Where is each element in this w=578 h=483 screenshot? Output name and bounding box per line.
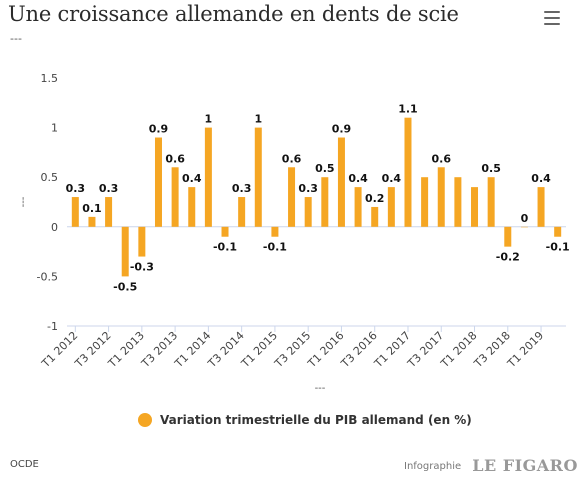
y-tick-label: 1: [51, 122, 58, 135]
bar[interactable]: [121, 226, 129, 277]
data-label: 0.2: [365, 192, 385, 205]
hamburger-menu-icon[interactable]: [544, 11, 560, 25]
data-label: 0.6: [165, 152, 185, 165]
bar[interactable]: [454, 177, 462, 227]
bar[interactable]: [537, 187, 545, 227]
bar[interactable]: [154, 137, 162, 227]
bars: [71, 117, 562, 277]
y-tick-label: 0.5: [41, 171, 59, 184]
y-axis-title: ---: [18, 196, 29, 207]
data-label: 0.6: [432, 152, 452, 165]
x-tick-label: T1 2014: [172, 329, 214, 371]
data-label: -0.1: [213, 241, 237, 254]
x-tick-label: T3 2012: [72, 329, 114, 371]
data-label: 0: [521, 212, 529, 225]
x-tick-label: T3 2014: [205, 329, 247, 371]
credit: Infographie LE FIGARO: [404, 456, 578, 475]
data-label: -0.3: [130, 261, 154, 274]
data-label: 0.4: [182, 172, 202, 185]
x-tick-label: T3 2015: [271, 329, 313, 371]
x-tick-label: T1 2013: [105, 329, 147, 371]
bar[interactable]: [437, 167, 445, 227]
y-tick-label: -1: [47, 320, 58, 333]
legend-item[interactable]: Variation trimestrielle du PIB allemand …: [138, 413, 472, 427]
bar[interactable]: [88, 216, 96, 227]
bar[interactable]: [171, 167, 179, 227]
bar[interactable]: [487, 177, 495, 227]
data-label: 0.9: [332, 123, 352, 136]
data-label: -0.1: [546, 241, 570, 254]
data-label: -0.2: [496, 251, 520, 264]
y-tick-label: 0: [51, 221, 58, 234]
x-tick-label: T1 2015: [238, 329, 280, 371]
bar[interactable]: [421, 177, 429, 227]
x-axis-title: ---: [315, 383, 326, 394]
data-label: 1.1: [398, 103, 418, 116]
data-label: 0.3: [99, 182, 119, 195]
chart-title: Une croissance allemande en dents de sci…: [8, 2, 459, 26]
bar[interactable]: [337, 137, 345, 227]
data-label: 0.6: [282, 152, 302, 165]
x-tick-label: T3 2013: [138, 329, 180, 371]
data-label: -0.5: [113, 280, 137, 293]
data-label: 0.4: [531, 172, 551, 185]
data-label: 0.4: [382, 172, 402, 185]
bar[interactable]: [371, 206, 379, 227]
data-label: -0.1: [263, 241, 287, 254]
data-label: 0.9: [149, 123, 169, 136]
bar[interactable]: [387, 187, 395, 227]
bar[interactable]: [321, 177, 329, 227]
x-tick-label: T1 2017: [371, 329, 413, 371]
data-label: 0.3: [298, 182, 318, 195]
data-label: 0.1: [82, 202, 102, 215]
y-axis: -1 -0.5 0 0.5 1 1.5 ---: [18, 72, 58, 333]
x-tick-label: T1 2018: [438, 329, 480, 371]
x-tick-label: T1 2016: [305, 329, 347, 371]
source-text: OCDE: [10, 459, 39, 470]
bar[interactable]: [354, 187, 362, 227]
data-label: 0.3: [66, 182, 86, 195]
bar[interactable]: [71, 197, 79, 227]
bar[interactable]: [404, 117, 412, 227]
bar[interactable]: [271, 226, 279, 237]
bar[interactable]: [188, 187, 196, 227]
bar[interactable]: [138, 226, 146, 257]
bar[interactable]: [221, 226, 229, 237]
x-tick-label: T1 2019: [504, 329, 546, 371]
bar[interactable]: [520, 226, 528, 228]
bar[interactable]: [304, 197, 312, 227]
bar[interactable]: [554, 226, 562, 237]
x-tick-label: T1 2012: [39, 329, 81, 371]
data-label: 0.4: [348, 172, 368, 185]
bar[interactable]: [254, 127, 262, 227]
data-label: 0.5: [315, 162, 335, 175]
le-figaro-logo: LE FIGARO: [472, 456, 578, 475]
bar[interactable]: [105, 197, 113, 227]
x-tick-label: T3 2018: [471, 329, 513, 371]
data-label: 0.3: [232, 182, 252, 195]
x-tick-label: T3 2016: [338, 329, 380, 371]
legend-swatch: [138, 413, 152, 427]
bar[interactable]: [204, 127, 212, 227]
data-label: 1: [205, 113, 213, 126]
y-tick-label: -0.5: [37, 270, 58, 283]
data-label: 0.5: [481, 162, 501, 175]
bar[interactable]: [238, 197, 246, 227]
x-tick-label: T3 2017: [404, 329, 446, 371]
data-label: 1: [254, 113, 262, 126]
data-labels: 0.3 0.1 0.3 -0.5 -0.3 0.9 0.6 0.4 1 -0.1 0.3 1 -0.1 0…: [65, 102, 571, 295]
y-tick-label: 1.5: [41, 72, 59, 85]
chart-subtitle: ---: [10, 32, 22, 45]
bar[interactable]: [504, 226, 512, 247]
bar[interactable]: [288, 167, 296, 227]
legend-label: Variation trimestrielle du PIB allemand …: [160, 413, 472, 427]
credit-infographie: Infographie: [404, 461, 462, 472]
bar[interactable]: [471, 187, 479, 227]
